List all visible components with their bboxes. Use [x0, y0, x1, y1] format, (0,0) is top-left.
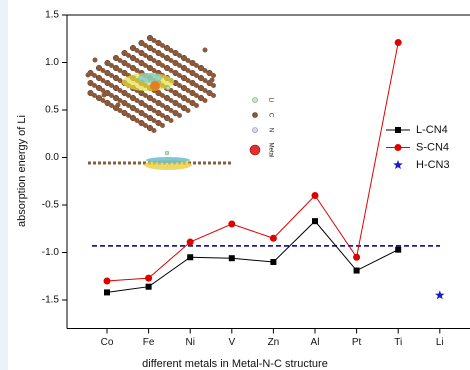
marker: [312, 218, 318, 224]
atom: [177, 113, 182, 118]
background: [8, 0, 470, 370]
inset-legend-icon: [250, 145, 260, 155]
atom: [102, 93, 107, 98]
y-axis-label: absorption energy of Li: [16, 115, 28, 227]
y-tick-label: 1.0: [45, 57, 59, 68]
inset-legend-label: N: [267, 128, 273, 132]
li-atom: [165, 151, 169, 155]
y-tick-label: -1.0: [42, 247, 60, 258]
legend-label: L-CN4: [416, 124, 448, 136]
atom: [211, 73, 216, 78]
y-tick-label: -0.5: [42, 200, 60, 211]
chart: Li C N Metal different metals in Metal-N-C …: [0, 0, 470, 370]
marker: [270, 259, 276, 265]
marker: [353, 254, 360, 261]
marker: [229, 255, 235, 261]
atom: [194, 103, 199, 108]
atom: [152, 128, 157, 133]
inset-legend-label: Li: [267, 98, 273, 103]
legend-label: S-CN4: [416, 141, 449, 153]
inset-legend-icon: [253, 113, 258, 118]
atom: [116, 103, 121, 108]
x-tick-label: Zn: [268, 337, 280, 348]
inset-legend-icon: [253, 98, 258, 103]
marker: [104, 278, 111, 285]
x-tick-label: Ni: [185, 337, 194, 348]
marker: [145, 275, 152, 282]
metal-atom: [150, 81, 160, 91]
marker: [312, 192, 319, 199]
marker: [395, 39, 402, 46]
legend-marker: [395, 144, 402, 151]
marker: [270, 235, 277, 242]
atom: [210, 78, 215, 83]
x-tick-label: Ti: [394, 337, 402, 348]
x-axis-label: different metals in Metal-N-C structure: [142, 358, 328, 370]
marker: [104, 289, 110, 295]
y-tick-label: 0.0: [45, 152, 59, 163]
atom: [86, 73, 91, 78]
x-tick-label: Pt: [352, 337, 362, 348]
x-tick-label: V: [228, 337, 235, 348]
charge-density: [146, 157, 190, 163]
atom: [93, 58, 98, 63]
marker: [187, 239, 194, 246]
page: {"chart_data": {"type": "line", "x_label…: [0, 0, 470, 370]
atom: [203, 48, 208, 53]
charge-density: [138, 73, 162, 83]
atom: [160, 123, 165, 128]
x-tick-label: Al: [311, 337, 320, 348]
atom: [211, 83, 216, 88]
marker: [187, 254, 193, 260]
legend-label: H-CN3: [416, 159, 450, 171]
marker: [395, 247, 401, 253]
legend-marker: [395, 127, 401, 133]
inset-legend-label: C: [267, 113, 273, 118]
y-tick-label: 1.5: [45, 10, 59, 21]
marker: [228, 221, 235, 228]
marker: [146, 284, 152, 290]
marker: [354, 268, 360, 274]
inset-legend-icon: [253, 128, 258, 133]
atom: [211, 93, 216, 98]
y-tick-label: 0.5: [45, 105, 59, 116]
atom: [186, 108, 191, 113]
atom: [203, 98, 208, 103]
li-atom: [166, 86, 170, 90]
x-tick-label: Co: [101, 337, 114, 348]
x-tick-label: Li: [436, 337, 444, 348]
inset-legend-label: Metal: [267, 143, 273, 158]
x-tick-label: Fe: [143, 337, 155, 348]
y-tick-label: -1.5: [42, 295, 60, 306]
atom: [169, 118, 174, 123]
